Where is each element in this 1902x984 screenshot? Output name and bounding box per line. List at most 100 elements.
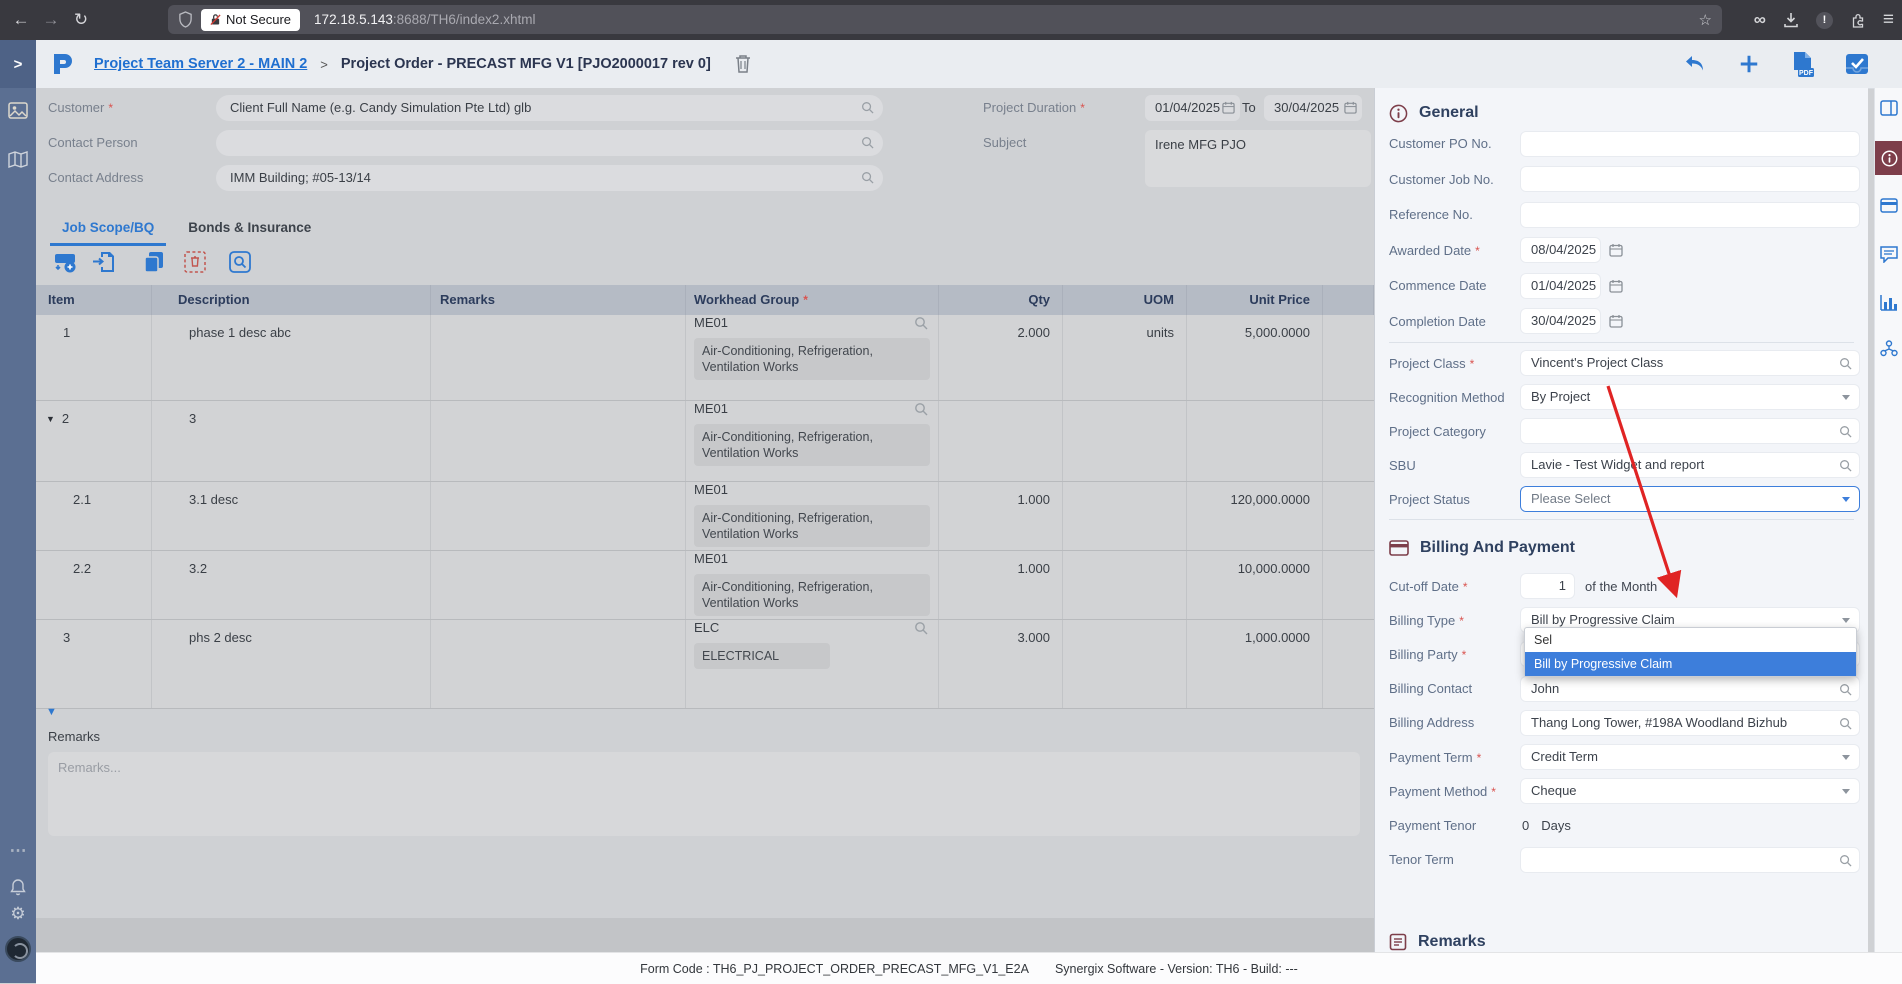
contact-person-input[interactable] bbox=[216, 130, 883, 156]
shield-icon[interactable] bbox=[178, 11, 193, 28]
general-info-tab-active[interactable] bbox=[1875, 141, 1902, 175]
remarks-cell[interactable] bbox=[431, 551, 686, 619]
row-expand-icon[interactable]: ▼ bbox=[46, 414, 55, 424]
uom-cell[interactable]: units bbox=[1063, 315, 1187, 400]
security-chip[interactable]: Not Secure bbox=[201, 8, 301, 31]
search-icon[interactable] bbox=[1839, 683, 1852, 696]
sync-infinity-icon[interactable]: ∞ bbox=[1753, 10, 1766, 29]
settings-gear-icon[interactable]: ⚙ bbox=[10, 904, 26, 923]
calendar-icon[interactable] bbox=[1609, 279, 1623, 293]
unit-price-cell[interactable] bbox=[1187, 401, 1323, 481]
duration-from-input[interactable]: 01/04/2025 bbox=[1145, 95, 1240, 121]
search-icon[interactable] bbox=[914, 402, 928, 416]
cutoff-date-input[interactable]: 1 bbox=[1520, 573, 1575, 600]
project-status-select[interactable]: Please Select bbox=[1520, 486, 1860, 512]
table-row[interactable]: 2.1 3.1 desc ME01 Air-Conditioning, Refr… bbox=[36, 482, 1374, 551]
notifications-bell-icon[interactable] bbox=[10, 878, 26, 896]
browser-back-icon[interactable]: ← bbox=[12, 10, 30, 29]
gallery-icon[interactable] bbox=[8, 102, 28, 121]
completion-date-input[interactable]: 30/04/2025 bbox=[1520, 308, 1601, 335]
panel-card-icon[interactable] bbox=[1880, 100, 1898, 116]
chart-icon[interactable] bbox=[1880, 294, 1898, 311]
description-cell[interactable]: 3.1 desc bbox=[152, 482, 431, 550]
extensions-puzzle-icon[interactable] bbox=[1850, 12, 1866, 28]
remarks-cell[interactable] bbox=[431, 315, 686, 400]
qty-cell[interactable] bbox=[939, 401, 1063, 481]
export-pdf-icon[interactable]: PDF bbox=[1790, 51, 1814, 77]
search-icon[interactable] bbox=[861, 171, 874, 184]
duration-to-input[interactable]: 30/04/2025 bbox=[1264, 95, 1362, 121]
delete-document-icon[interactable] bbox=[733, 53, 753, 75]
workhead-cell[interactable]: ME01 Air-Conditioning, Refrigeration, Ve… bbox=[686, 315, 939, 400]
search-icon[interactable] bbox=[1839, 854, 1852, 867]
unit-price-cell[interactable]: 5,000.0000 bbox=[1187, 315, 1323, 400]
dropdown-option-selected[interactable]: Bill by Progressive Claim bbox=[1525, 652, 1856, 676]
customer-job-input[interactable] bbox=[1520, 166, 1860, 193]
commence-date-input[interactable]: 01/04/2025 bbox=[1520, 272, 1601, 299]
horizontal-scroll-track[interactable] bbox=[36, 918, 1374, 952]
billing-card-icon[interactable] bbox=[1880, 198, 1898, 213]
unit-price-cell[interactable]: 120,000.0000 bbox=[1187, 482, 1323, 550]
browser-forward-icon[interactable]: → bbox=[42, 10, 60, 29]
more-options-icon[interactable]: ⋯ bbox=[9, 841, 27, 860]
address-bar[interactable]: Not Secure 172.18.5.143:8688/TH6/index2.… bbox=[168, 5, 1722, 34]
description-cell[interactable]: phase 1 desc abc bbox=[152, 315, 431, 400]
breadcrumb-home-link[interactable]: Project Team Server 2 - MAIN 2 bbox=[94, 56, 308, 72]
table-footer-expander-icon[interactable]: ▼ bbox=[46, 706, 57, 718]
dropdown-filter-text[interactable]: Sel bbox=[1534, 633, 1553, 647]
description-cell[interactable]: phs 2 desc bbox=[152, 620, 431, 708]
workhead-cell[interactable]: ME01 Air-Conditioning, Refrigeration, Ve… bbox=[686, 551, 939, 619]
table-row[interactable]: 3 phs 2 desc ELC ELECTRICAL 3.000 1,000.… bbox=[36, 620, 1374, 709]
search-icon[interactable] bbox=[861, 101, 874, 114]
project-category-input[interactable] bbox=[1520, 418, 1860, 444]
tenor-term-input[interactable] bbox=[1520, 846, 1860, 873]
billing-contact-input[interactable]: John bbox=[1520, 675, 1860, 702]
browser-reload-icon[interactable]: ↻ bbox=[73, 10, 89, 29]
description-cell[interactable]: 3 bbox=[152, 401, 431, 481]
undo-icon[interactable] bbox=[1682, 52, 1708, 76]
workhead-cell[interactable]: ME01 Air-Conditioning, Refrigeration, Ve… bbox=[686, 401, 939, 481]
search-icon[interactable] bbox=[1839, 717, 1852, 730]
delete-rows-icon[interactable] bbox=[183, 250, 207, 274]
contact-address-input[interactable]: IMM Building; #05-13/14 bbox=[216, 165, 883, 191]
qty-cell[interactable]: 1.000 bbox=[939, 482, 1063, 550]
calendar-icon[interactable] bbox=[1609, 314, 1623, 328]
calendar-icon[interactable] bbox=[1344, 101, 1357, 114]
qty-cell[interactable]: 2.000 bbox=[939, 315, 1063, 400]
remarks-cell[interactable] bbox=[431, 401, 686, 481]
workflow-nodes-icon[interactable] bbox=[1880, 340, 1898, 357]
save-submit-icon[interactable] bbox=[1844, 52, 1870, 76]
search-icon[interactable] bbox=[1839, 357, 1852, 370]
recognition-method-select[interactable]: By Project bbox=[1520, 384, 1860, 410]
map-icon[interactable] bbox=[8, 150, 28, 169]
project-class-input[interactable]: Vincent's Project Class bbox=[1520, 350, 1860, 376]
tab-bonds-insurance[interactable]: Bonds & Insurance bbox=[188, 220, 312, 235]
qty-cell[interactable]: 3.000 bbox=[939, 620, 1063, 708]
user-avatar[interactable] bbox=[5, 936, 31, 962]
add-row-icon[interactable] bbox=[53, 250, 79, 274]
customer-po-input[interactable] bbox=[1520, 130, 1860, 157]
menu-hamburger-icon[interactable]: ≡ bbox=[1882, 9, 1894, 30]
remarks-cell[interactable] bbox=[431, 620, 686, 708]
import-icon[interactable] bbox=[92, 250, 116, 274]
unit-price-cell[interactable]: 1,000.0000 bbox=[1187, 620, 1323, 708]
uom-cell[interactable] bbox=[1063, 551, 1187, 619]
table-row[interactable]: 1 phase 1 desc abc ME01 Air-Conditioning… bbox=[36, 315, 1374, 401]
search-icon[interactable] bbox=[914, 621, 928, 635]
payment-method-select[interactable]: Cheque bbox=[1520, 778, 1860, 805]
downloads-icon[interactable] bbox=[1783, 12, 1799, 28]
search-icon[interactable] bbox=[861, 136, 874, 149]
calendar-icon[interactable] bbox=[1609, 243, 1623, 257]
unit-price-cell[interactable]: 10,000.0000 bbox=[1187, 551, 1323, 619]
reference-no-input[interactable] bbox=[1520, 201, 1860, 228]
awarded-date-input[interactable]: 08/04/2025 bbox=[1520, 237, 1601, 264]
add-icon[interactable] bbox=[1738, 53, 1760, 75]
bq-remarks-textarea[interactable] bbox=[48, 752, 1360, 836]
tab-job-scope-bq[interactable]: Job Scope/BQ bbox=[50, 214, 167, 246]
search-icon[interactable] bbox=[1839, 459, 1852, 472]
remarks-chat-icon[interactable] bbox=[1880, 246, 1898, 263]
uom-cell[interactable] bbox=[1063, 401, 1187, 481]
uom-cell[interactable] bbox=[1063, 620, 1187, 708]
search-icon[interactable] bbox=[1839, 425, 1852, 438]
table-row[interactable]: ▼ 2 3 ME01 Air-Conditioning, Refrigeratio… bbox=[36, 401, 1374, 482]
